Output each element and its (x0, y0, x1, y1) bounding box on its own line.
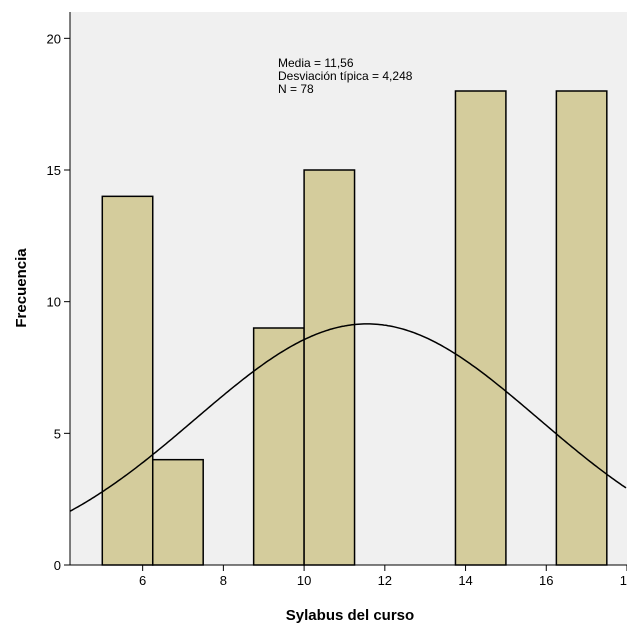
x-tick-label: 8 (220, 573, 227, 588)
x-tick-label: 14 (458, 573, 472, 588)
histogram-bar (101, 195, 154, 566)
x-tick-label: 10 (297, 573, 311, 588)
histogram-bar (555, 90, 608, 566)
stat-mean: Media = 11,56 (278, 56, 354, 70)
x-axis-title: Sylabus del curso (286, 607, 414, 624)
y-axis-title: Frecuencia (13, 248, 30, 328)
normal-curve (69, 323, 627, 512)
bars-group (101, 90, 608, 566)
stat-std-dev: Desviación típica = 4,248 (278, 69, 413, 83)
x-tick-label: 16 (539, 573, 553, 588)
histogram-bar (454, 90, 507, 566)
y-tick-label: 15 (47, 163, 61, 178)
y-tick-label: 10 (47, 295, 61, 310)
x-tick-label: 6 (139, 573, 146, 588)
stats-box: Media = 11,56 Desviación típica = 4,248 … (278, 56, 413, 96)
histogram-bar (151, 458, 204, 566)
y-tick-label: 5 (54, 426, 61, 441)
y-tick-label: 20 (47, 31, 61, 46)
histogram-bar (252, 327, 305, 566)
y-tick-label: 0 (54, 558, 61, 573)
axes-group: 0 5 10 15 20 6 8 10 12 14 16 18 (47, 12, 627, 588)
histogram-bar (303, 169, 356, 566)
stat-n: N = 78 (278, 82, 314, 96)
x-tick-label: 18 (620, 573, 627, 588)
x-tick-label: 12 (378, 573, 392, 588)
